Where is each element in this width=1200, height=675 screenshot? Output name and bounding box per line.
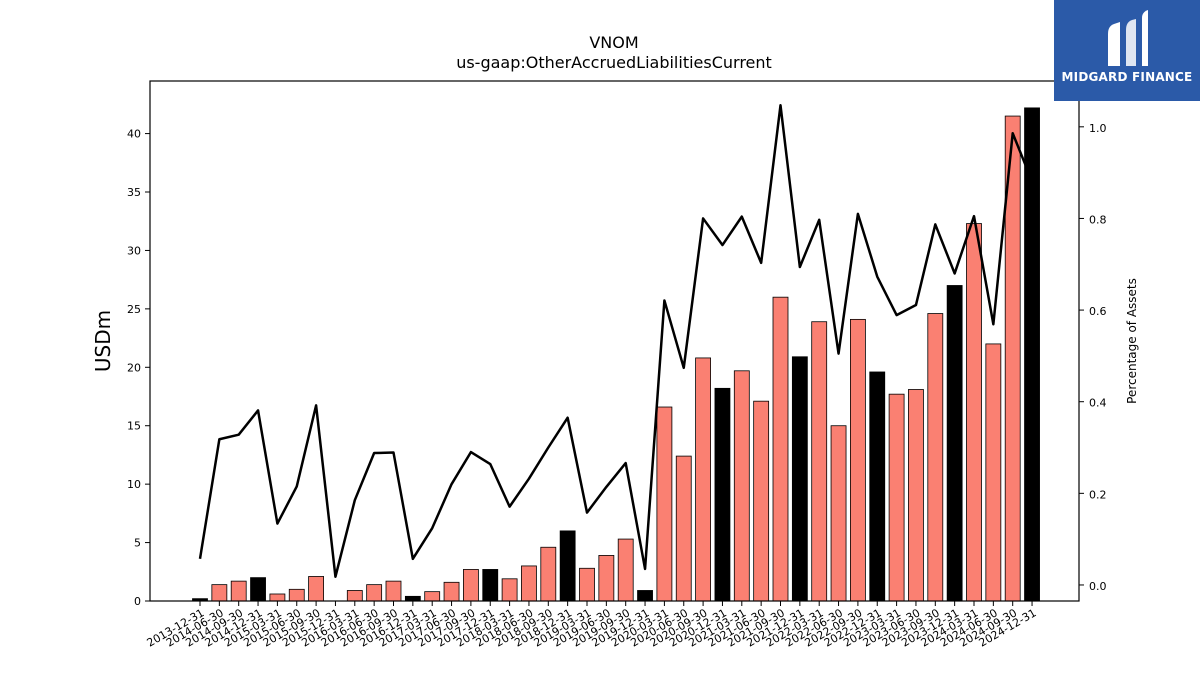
bar-2018-06-30 — [521, 565, 537, 602]
y-tick-label: 35 — [127, 186, 141, 199]
percentage-line — [198, 104, 1034, 578]
bar-2014-06-30 — [211, 584, 228, 602]
y-tick-label: 15 — [127, 420, 141, 433]
bar-2020-06-30 — [675, 455, 692, 602]
chart-title: VNOM — [589, 33, 638, 52]
y2-tick-label: 0.2 — [1089, 488, 1107, 501]
bar-2015-06-30 — [288, 588, 305, 602]
logo-mark-icon — [1108, 10, 1148, 66]
bar-2016-09-30 — [385, 580, 402, 602]
bar-2019-12-31 — [637, 590, 653, 602]
y-tick-label: 5 — [134, 537, 141, 550]
bar-2024-06-30 — [985, 343, 1002, 602]
bar-2020-12-31 — [714, 387, 731, 602]
bar-2023-12-31 — [946, 285, 963, 602]
bar-2022-12-31 — [869, 371, 886, 602]
brand-logo: MIDGARD FINANCE — [1054, 0, 1200, 101]
bar-2018-03-31 — [501, 578, 518, 602]
y2-axis-label: Percentage of Assets — [1125, 278, 1139, 404]
bar-2019-09-30 — [617, 538, 634, 602]
plot-frame — [149, 80, 1080, 602]
bar-2024-12-31 — [1024, 107, 1040, 602]
bar-2019-03-31 — [579, 567, 595, 602]
bar-2015-03-31 — [269, 593, 286, 602]
bar-2024-03-31 — [966, 223, 982, 602]
y-tick-label: 0 — [134, 595, 141, 608]
bar-2014-12-31 — [250, 577, 266, 602]
y-tick-label: 20 — [127, 361, 141, 374]
y-tick-label: 30 — [127, 244, 141, 257]
y2-tick-label: 0.4 — [1089, 397, 1107, 410]
bar-2019-06-30 — [598, 555, 615, 602]
y2-tick-label: 1.0 — [1089, 122, 1107, 135]
bar-series — [192, 107, 1040, 602]
bar-2020-03-31 — [656, 406, 673, 602]
chart-subtitle: us-gaap:OtherAccruedLiabilitiesCurrent — [456, 53, 772, 72]
bar-2023-03-31 — [888, 393, 905, 602]
bar-2021-03-31 — [733, 370, 750, 602]
bar-2021-06-30 — [753, 400, 770, 602]
bar-2022-06-30 — [830, 425, 847, 602]
y-axis-left: 0 5 10 15 20 25 30 35 40 — [127, 128, 150, 608]
bar-2017-12-31 — [482, 569, 499, 602]
bar-2015-09-30 — [308, 576, 325, 602]
logo-text: MIDGARD FINANCE — [1061, 70, 1193, 84]
line-series — [198, 104, 1034, 578]
bar-2022-03-31 — [811, 321, 828, 602]
bar-2018-12-31 — [559, 530, 576, 602]
y2-tick-label: 0.6 — [1089, 305, 1107, 318]
bar-2021-12-31 — [791, 356, 808, 602]
bar-2023-09-30 — [927, 313, 944, 602]
y-axis-right: 0.0 0.2 0.4 0.6 0.8 1.0 — [1079, 122, 1107, 593]
bar-2016-12-31 — [404, 595, 421, 602]
y-tick-label: 40 — [127, 128, 141, 141]
bar-2020-09-30 — [695, 357, 711, 602]
y-axis-label: USDm — [91, 310, 115, 372]
bar-2016-06-30 — [366, 584, 383, 602]
bar-2017-03-31 — [424, 591, 441, 602]
y2-tick-label: 0.0 — [1089, 580, 1107, 593]
bar-2023-06-30 — [908, 389, 924, 602]
bar-2016-03-31 — [346, 590, 363, 602]
bar-2017-09-30 — [462, 569, 479, 602]
y2-tick-label: 0.8 — [1089, 213, 1107, 226]
bar-2014-09-30 — [230, 580, 247, 602]
bar-2022-09-30 — [850, 318, 866, 602]
y-tick-label: 10 — [127, 478, 141, 491]
bar-2021-09-30 — [772, 296, 789, 602]
y-tick-label: 25 — [127, 303, 141, 316]
bar-2018-09-30 — [540, 546, 557, 602]
bar-2017-06-30 — [443, 581, 460, 602]
x-axis: 2013-12-312014-06-302014-09-302014-12-31… — [145, 601, 1039, 650]
